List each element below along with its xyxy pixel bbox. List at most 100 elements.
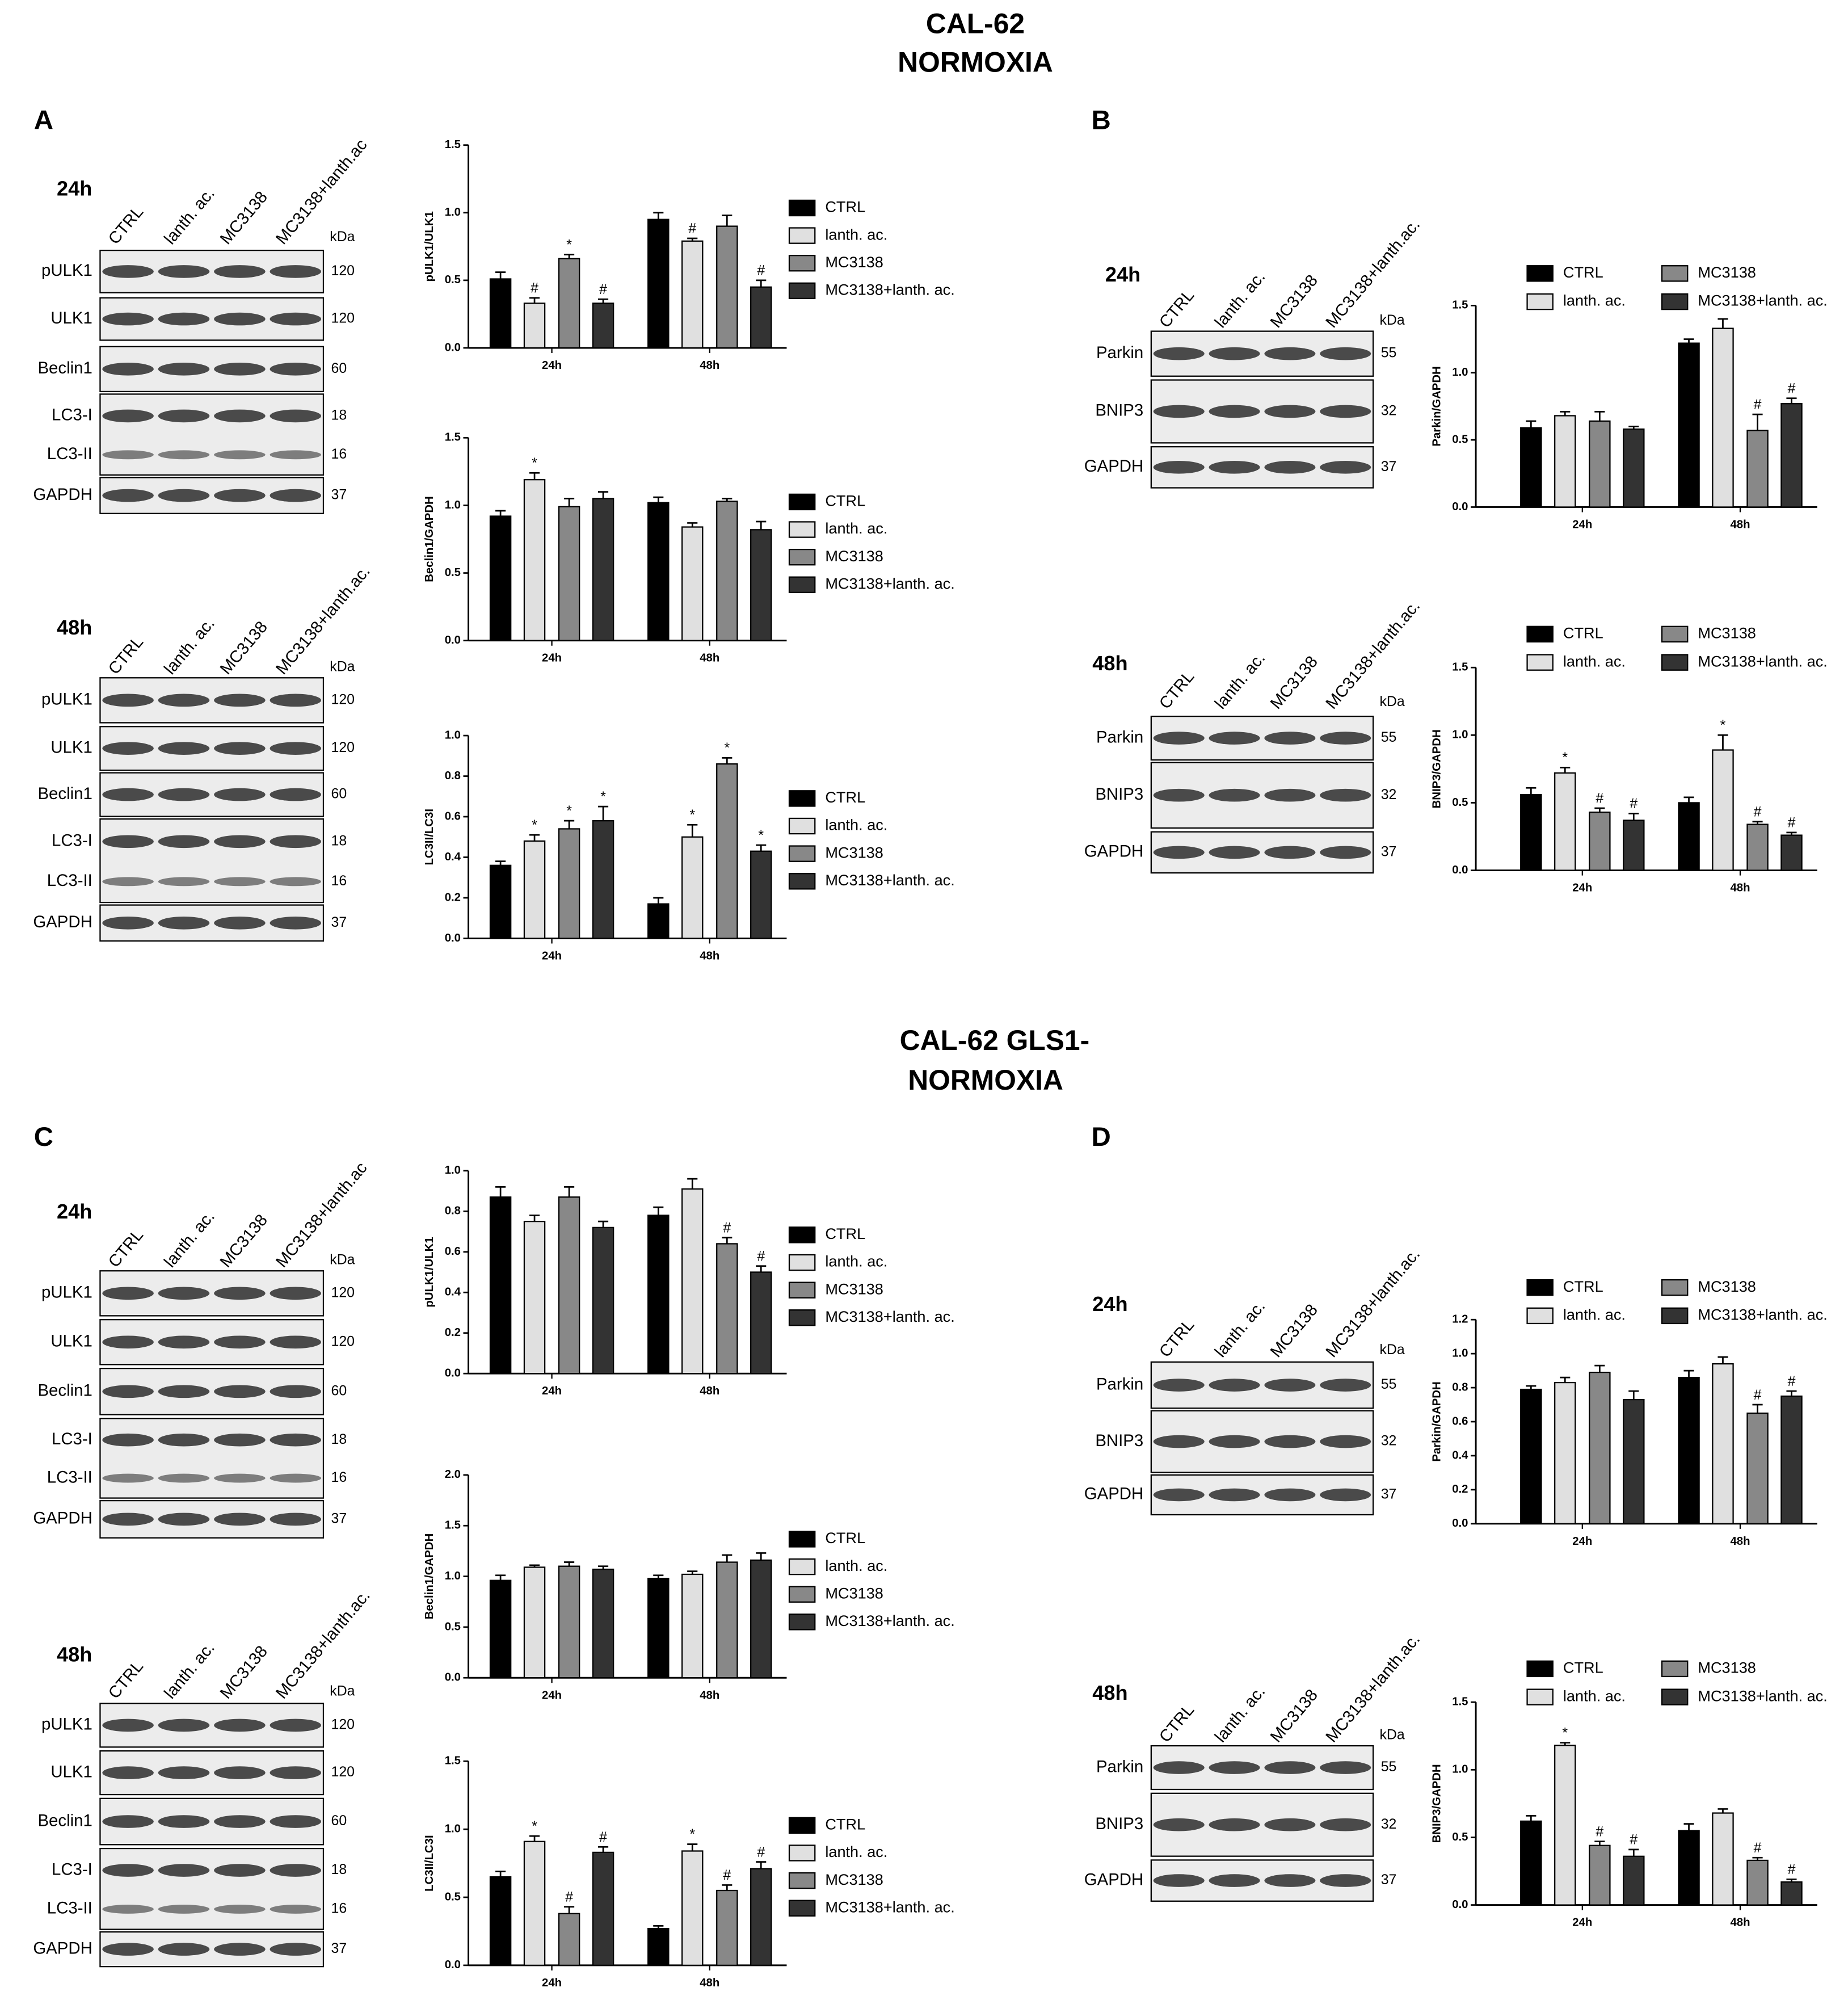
blot-band: [1153, 1761, 1205, 1774]
legend-swatch: [788, 1281, 816, 1299]
significance-mark: *: [689, 807, 695, 823]
bar: [558, 1565, 580, 1679]
legend-swatch: [788, 817, 816, 835]
bar: [1780, 1395, 1803, 1524]
blot-band: [158, 1287, 210, 1300]
bar: [489, 515, 512, 641]
blot-band: [1153, 1874, 1205, 1887]
legend-swatch: [788, 576, 816, 594]
blot-band: [270, 1287, 322, 1300]
error-bar: [1717, 734, 1728, 750]
blot-band: [270, 1473, 322, 1483]
blot-band: [214, 1287, 266, 1300]
kda-value: 32: [1381, 787, 1397, 802]
bar: [750, 1559, 772, 1679]
bar: [489, 864, 512, 939]
blot-time: 48h: [57, 616, 92, 639]
x-tick-label: 48h: [700, 1689, 719, 1701]
blot-band: [270, 450, 322, 460]
blot-band: [158, 788, 210, 801]
bar: [592, 820, 614, 939]
bar: [1554, 1381, 1576, 1524]
legend-label: MC3138+lanth. ac.: [1698, 1306, 1827, 1323]
blot-band: [102, 363, 154, 376]
bar: [681, 1188, 704, 1375]
bar: [1520, 794, 1542, 871]
legend-swatch: [1661, 1307, 1689, 1325]
kda-unit: kDa: [330, 659, 355, 675]
legend-swatch: [788, 1226, 816, 1243]
error-bar: [1683, 1369, 1694, 1378]
x-tick-label: 48h: [1730, 882, 1750, 894]
bar: [1678, 1830, 1700, 1906]
bar: [1623, 1855, 1645, 1906]
bar: [558, 506, 580, 641]
blot-band: [214, 1385, 266, 1398]
blot-band: [102, 788, 154, 801]
bar: [1623, 1398, 1645, 1524]
blot-band: [102, 450, 154, 460]
y-tick-label: 0.2: [445, 1326, 461, 1339]
blot-band: [1209, 405, 1260, 418]
error-bar: [495, 510, 506, 516]
blot-band: [102, 489, 154, 502]
blot-band: [1153, 788, 1205, 802]
bar: [558, 828, 580, 939]
blot-band: [270, 694, 322, 707]
protein-label: GAPDH: [1084, 1485, 1144, 1503]
blot-box: [99, 1847, 325, 1930]
bar: [489, 1196, 512, 1375]
bar: [592, 498, 614, 641]
blot-band: [102, 265, 154, 278]
blot-band: [102, 1905, 154, 1914]
bar: [1520, 427, 1542, 508]
bar: [558, 1913, 580, 1967]
error-bar: [1752, 413, 1763, 431]
legend-swatch: [1661, 654, 1689, 671]
blot-band: [214, 1905, 266, 1914]
error-bar: [1786, 1878, 1797, 1883]
x-tick-label: 48h: [700, 359, 719, 372]
blot-band: [1153, 405, 1205, 418]
section-title: CAL-62: [926, 7, 1025, 39]
y-tick-label: 0.4: [445, 851, 461, 863]
legend-swatch: [788, 1309, 816, 1326]
legend-swatch: [788, 548, 816, 566]
significance-mark: #: [723, 1220, 731, 1236]
protein-label: ULK1: [50, 1762, 92, 1781]
y-tick-label: 1.0: [1452, 1763, 1468, 1776]
blot-band: [102, 312, 154, 326]
blot-band: [158, 1864, 210, 1877]
bar: [1678, 1376, 1700, 1524]
blot-band: [158, 265, 210, 278]
legend-label: MC3138: [1698, 1659, 1756, 1677]
error-bar: [687, 237, 698, 241]
error-bar: [1683, 796, 1694, 803]
legend-label: MC3138: [825, 1280, 883, 1297]
bar: [489, 278, 512, 349]
x-tick-label: 48h: [700, 1977, 719, 1989]
error-bar: [687, 1178, 698, 1189]
blot-band: [1209, 1818, 1260, 1831]
blot-band: [1320, 1761, 1371, 1774]
blot-band: [102, 1815, 154, 1828]
protein-label: ULK1: [50, 1332, 92, 1351]
significance-mark: *: [689, 1826, 695, 1842]
blot-band: [270, 1335, 322, 1349]
y-axis-label: LC3II/LC3I: [423, 1835, 436, 1891]
significance-mark: #: [1596, 1823, 1603, 1839]
blot-band: [270, 1905, 322, 1914]
bar: [523, 479, 546, 641]
y-tick-label: 0.5: [445, 1620, 461, 1633]
legend-label: MC3138+lanth. ac.: [825, 1898, 954, 1915]
bar: [592, 1851, 614, 1967]
protein-label: BNIP3: [1095, 1814, 1143, 1833]
protein-label: Parkin: [1096, 343, 1143, 362]
blot-band: [214, 1943, 266, 1956]
legend-label: CTRL: [1563, 263, 1603, 281]
blot-band: [1153, 1818, 1205, 1831]
significance-mark: #: [1596, 791, 1603, 806]
legend-swatch: [788, 255, 816, 272]
error-bar: [1752, 1404, 1763, 1414]
blot-band: [102, 1864, 154, 1877]
